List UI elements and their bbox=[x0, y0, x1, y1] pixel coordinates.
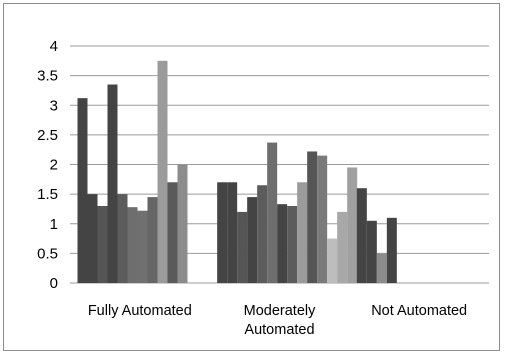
y-tick-label: 2 bbox=[50, 157, 58, 174]
bar bbox=[177, 164, 188, 283]
x-category-label: Not Automated bbox=[371, 303, 467, 319]
bar bbox=[247, 197, 258, 283]
bar bbox=[337, 211, 348, 283]
y-tick-label: 3.5 bbox=[37, 68, 58, 85]
bar bbox=[257, 185, 268, 283]
y-axis-tick-labels: 0 0.5 1 1.5 2 2.5 3 3.5 4 bbox=[37, 38, 58, 292]
y-tick-label: 0.5 bbox=[37, 245, 58, 262]
bar-chart: 0 0.5 1 1.5 2 2.5 3 3.5 4 Fully Automated Moderat… bbox=[37, 38, 489, 338]
x-axis-category-labels: Fully Automated Moderately Automated Not Au… bbox=[88, 303, 467, 338]
bar bbox=[366, 220, 377, 283]
bar bbox=[97, 205, 108, 283]
chart-frame: 0 0.5 1 1.5 2 2.5 3 3.5 4 Fully Automated Moderat… bbox=[3, 3, 500, 351]
bar bbox=[267, 142, 278, 283]
bar bbox=[386, 217, 397, 283]
bar bbox=[147, 197, 158, 283]
bar bbox=[107, 84, 118, 283]
bar bbox=[376, 253, 387, 283]
bar bbox=[327, 238, 338, 283]
bar bbox=[237, 211, 248, 283]
y-tick-label: 0 bbox=[50, 275, 58, 292]
bar bbox=[127, 207, 138, 283]
bar bbox=[167, 182, 178, 283]
bar bbox=[307, 151, 318, 283]
y-tick-label: 3 bbox=[50, 97, 58, 114]
bar bbox=[356, 188, 367, 283]
bar bbox=[87, 194, 98, 283]
bar bbox=[227, 182, 238, 283]
x-category-label: Automated bbox=[244, 322, 314, 338]
bar bbox=[297, 182, 308, 283]
bar bbox=[77, 98, 88, 283]
y-tick-label: 4 bbox=[50, 38, 58, 55]
bars bbox=[77, 60, 397, 283]
bar bbox=[287, 205, 298, 283]
bar bbox=[137, 210, 148, 283]
bar bbox=[117, 194, 128, 283]
bar bbox=[157, 60, 168, 283]
bar bbox=[317, 155, 328, 283]
y-tick-label: 2.5 bbox=[37, 127, 58, 144]
bar bbox=[217, 182, 228, 283]
y-tick-label: 1.5 bbox=[37, 186, 58, 203]
x-category-label: Moderately bbox=[244, 303, 316, 319]
x-category-label: Fully Automated bbox=[88, 303, 192, 319]
bar bbox=[277, 204, 288, 283]
bar bbox=[347, 167, 358, 283]
y-tick-label: 1 bbox=[50, 216, 58, 233]
